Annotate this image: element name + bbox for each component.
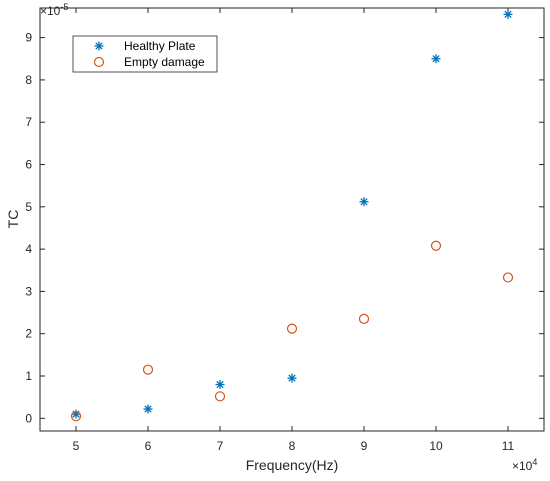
plot-area (40, 8, 544, 431)
legend-label-empty-damage: Empty damage (124, 55, 205, 69)
data-point-empty-damage (142, 364, 154, 375)
data-point-healthy-plate (143, 404, 153, 414)
legend-marker-empty-damage (93, 56, 105, 68)
x-tick-label: 9 (361, 439, 368, 453)
x-multiplier-base: ×10 (512, 459, 533, 473)
x-tick-label: 6 (145, 439, 152, 453)
legend-marker-healthy-plate (94, 41, 104, 51)
data-point-healthy-plate (503, 9, 513, 19)
data-point-empty-damage (358, 313, 370, 325)
x-axis-label: Frequency(Hz) (246, 457, 339, 473)
y-tick-label: 7 (25, 115, 32, 129)
data-point-healthy-plate (359, 197, 369, 207)
x-tick-label: 8 (289, 439, 296, 453)
data-point-empty-damage (286, 323, 298, 334)
y-tick-label: 1 (25, 369, 32, 383)
y-tick-label: 6 (25, 158, 32, 172)
y-multiplier-label: ×10-5 (40, 2, 68, 18)
data-point-healthy-plate (71, 409, 81, 419)
legend-label-healthy-plate: Healthy Plate (124, 39, 196, 53)
x-tick-label: 10 (429, 439, 443, 453)
y-multiplier-exponent: -5 (60, 2, 68, 12)
data-point-healthy-plate (431, 54, 441, 64)
data-point-empty-damage (70, 411, 82, 422)
y-tick-label: 9 (25, 31, 32, 45)
data-point-healthy-plate (287, 373, 297, 383)
x-multiplier-exponent: 4 (532, 457, 537, 467)
y-tick-label: 5 (25, 200, 32, 214)
legend-symbol-empty-damage (93, 56, 105, 68)
data-point-empty-damage (430, 240, 442, 251)
data-point-empty-damage (502, 272, 514, 283)
data-point-empty-damage (214, 391, 226, 402)
x-tick-label: 7 (217, 439, 224, 453)
legend-symbol-healthy-plate (94, 41, 104, 51)
y-tick-label: 3 (25, 284, 32, 298)
y-tick-label: 4 (25, 242, 32, 256)
x-tick-label: 11 (502, 439, 515, 453)
x-multiplier-label: ×104 (512, 457, 537, 473)
y-tick-label: 2 (25, 327, 32, 341)
y-axis-label: TC (5, 210, 21, 229)
data-point-healthy-plate (215, 379, 225, 389)
x-tick-label: 5 (73, 439, 80, 453)
legend: Healthy Plate Empty damage (72, 35, 218, 73)
y-tick-label: 0 (25, 411, 32, 425)
y-multiplier-base: ×10 (40, 4, 61, 18)
y-tick-label: 8 (25, 73, 32, 87)
